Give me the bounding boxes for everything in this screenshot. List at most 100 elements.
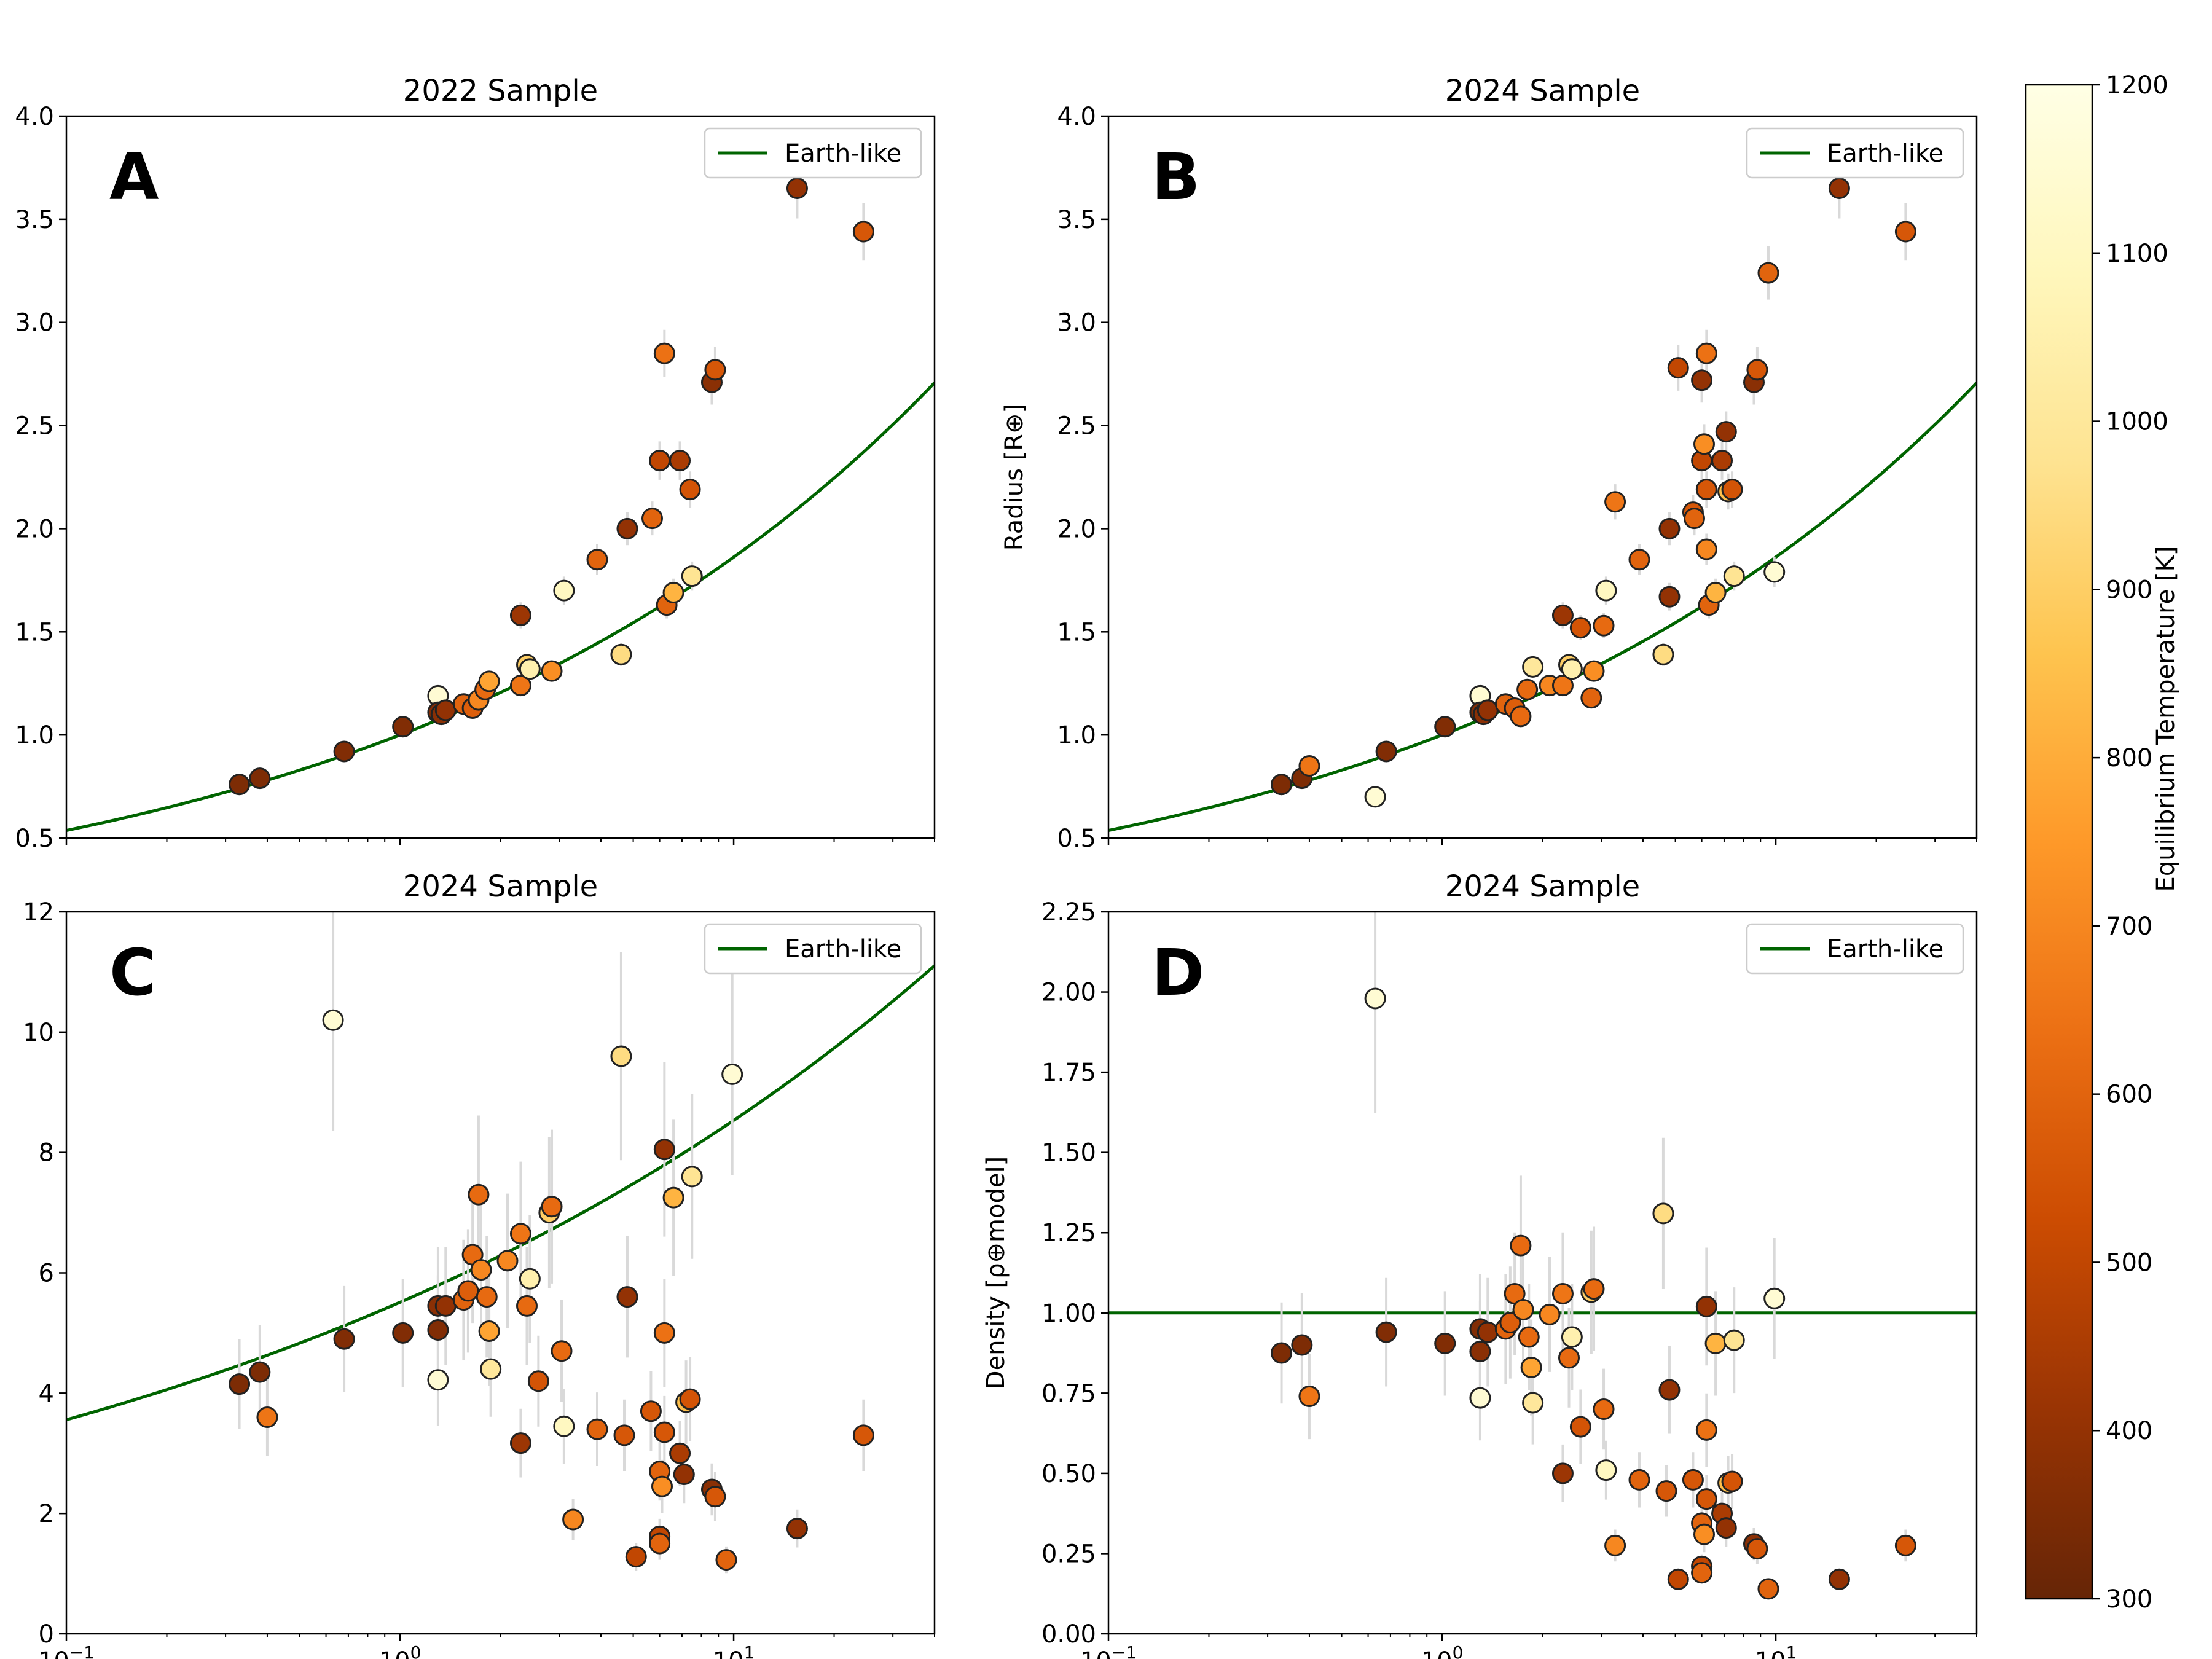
data-point (519, 658, 541, 680)
colorbar-tick-label: 600 (2106, 1081, 2152, 1109)
y-tick-label: 1.0 (1057, 721, 1096, 750)
data-point (516, 1295, 538, 1317)
y-tick-label: 0.75 (1041, 1379, 1096, 1408)
data-point (786, 1518, 808, 1540)
data-point (1364, 786, 1386, 808)
data-point (1595, 1459, 1617, 1481)
y-tick-label: 0.25 (1041, 1540, 1096, 1568)
error-bars (238, 158, 865, 791)
colorbar-label: Equilibrium Temperature [K] (2152, 546, 2180, 892)
data-point (229, 1373, 251, 1395)
data-point (1655, 1480, 1677, 1502)
data-point (1704, 582, 1727, 603)
data-point (509, 1432, 531, 1454)
data-point (551, 1340, 573, 1362)
y-tick-label: 1.00 (1041, 1300, 1096, 1328)
data-point (457, 1280, 479, 1302)
data-point (1510, 1234, 1532, 1257)
data-point (651, 1475, 673, 1497)
data-point (1469, 1387, 1491, 1409)
data-point (616, 517, 638, 539)
data-point (640, 1400, 662, 1422)
legend-box (1746, 127, 1964, 179)
data-point (1894, 1534, 1916, 1556)
data-point (509, 1223, 531, 1245)
data-point (679, 1388, 701, 1410)
data-point (1561, 658, 1583, 680)
data-point (392, 1322, 414, 1344)
data-point (1658, 517, 1681, 539)
data-point (434, 1295, 457, 1317)
data-point (1723, 1329, 1745, 1351)
y-tick-label: 2.5 (1057, 412, 1096, 441)
data-point (1693, 433, 1715, 455)
panel-title: 2024 Sample (1445, 74, 1640, 108)
data-point (586, 1418, 608, 1440)
data-point (1595, 579, 1617, 602)
data-point (1691, 369, 1713, 391)
data-point (1723, 565, 1745, 587)
data-point (1298, 755, 1320, 777)
panel-title: 2024 Sample (403, 869, 598, 904)
data-points (1271, 178, 1916, 808)
data-point (249, 767, 271, 790)
data-point (478, 670, 500, 692)
data-point (509, 675, 531, 697)
data-point (616, 1286, 638, 1308)
colorbar-tick-label: 900 (2106, 576, 2152, 604)
data-point (1477, 1321, 1499, 1343)
data-point (704, 359, 726, 381)
data-point (480, 1358, 502, 1380)
data-point (1569, 1416, 1591, 1438)
data-point (229, 774, 251, 796)
panel-letter: C (109, 935, 156, 1010)
legend-label: Earth-like (1827, 935, 1943, 963)
data-point (1894, 221, 1916, 243)
legend-box (704, 923, 922, 975)
data-point (1298, 1386, 1320, 1408)
data-point (1721, 479, 1743, 501)
data-point (1695, 1488, 1717, 1510)
data-point (249, 1361, 271, 1383)
data-point (786, 178, 808, 199)
plot-area (66, 158, 935, 833)
data-point (496, 1250, 519, 1272)
data-point (1721, 1470, 1743, 1492)
y-tick-label: 6 (39, 1260, 54, 1288)
x-tick-label: 100 (379, 1642, 422, 1659)
data-point (653, 1421, 675, 1443)
panel-title: 2024 Sample (1445, 869, 1640, 904)
data-point (852, 221, 874, 243)
data-point (1628, 549, 1650, 571)
data-point (541, 660, 563, 682)
legend-label: Earth-like (1827, 139, 1943, 168)
data-point (1580, 687, 1602, 709)
data-point (704, 1486, 726, 1508)
plot-area (1108, 158, 1977, 833)
data-point (562, 1508, 584, 1531)
data-point (1434, 1332, 1456, 1354)
y-tick-label: 1.25 (1041, 1219, 1096, 1247)
data-point (1604, 491, 1626, 513)
data-point (1628, 1469, 1650, 1491)
y-tick-label: 0.5 (1057, 825, 1096, 853)
data-point (852, 1424, 874, 1446)
y-tick-label: 4 (39, 1379, 54, 1408)
panel-letter: B (1151, 139, 1200, 214)
data-point (1695, 1419, 1717, 1441)
data-point (1583, 660, 1605, 682)
data-point (653, 1139, 675, 1161)
panel-letter: A (109, 139, 159, 214)
data-point (1715, 1517, 1737, 1539)
error-bars (238, 912, 865, 1574)
data-point (527, 1370, 549, 1392)
data-point (1682, 1469, 1704, 1491)
data-point (1658, 586, 1681, 608)
y-axis-label: Radius [R⊕] (1000, 404, 1029, 551)
data-point (1583, 1278, 1605, 1300)
data-point (322, 1009, 344, 1031)
colorbar-tick-label: 800 (2106, 744, 2152, 772)
data-point (721, 1063, 743, 1085)
y-tick-label: 0.50 (1041, 1460, 1096, 1488)
